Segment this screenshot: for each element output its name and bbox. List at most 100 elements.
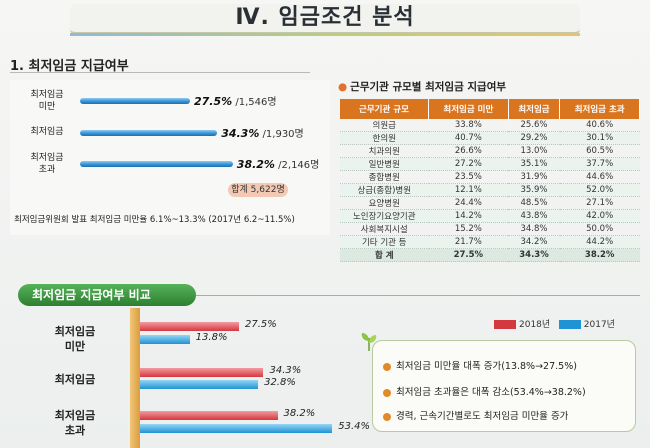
rate-cell: 42.0%	[559, 209, 640, 223]
rate-cell: 21.7%	[428, 235, 509, 249]
finding-item: 경력, 근속기간별로도 최저임금 미만율 증가	[383, 408, 568, 422]
rate-cell: 44.2%	[559, 235, 640, 249]
rate-cell: 13.0%	[508, 144, 560, 158]
title-stripe	[70, 33, 580, 36]
rate-cell: 33.8%	[428, 119, 509, 132]
rate-cell: 27.1%	[559, 196, 640, 210]
table-row: 노인장기요양기관 14.2% 43.8% 42.0%	[340, 209, 640, 223]
cmp-bar-2017-2	[140, 424, 333, 433]
chart1-percent-equal: 34.3%	[221, 127, 260, 140]
finding-text: 최저임금 초과율은 대폭 감소(53.4%→38.2%)	[396, 387, 586, 398]
rate-cell: 30.1%	[559, 131, 640, 145]
findings-box: 최저임금 미만율 대폭 증가(13.8%→27.5%) 최저임금 초과율은 대폭…	[372, 340, 636, 432]
rate-cell: 12.1%	[428, 183, 509, 197]
institution-cell: 치과의원	[340, 144, 429, 158]
bullet-dot-icon	[383, 412, 391, 421]
total-label-cell: 합 계	[340, 248, 429, 262]
chart1-label-above: 최저임금 초과	[30, 153, 64, 175]
cmp-value-2018-0: 27.5%	[245, 319, 277, 330]
chart1-bar-equal	[80, 130, 218, 136]
section3-heading: 최저임금 지급여부 비교	[18, 284, 196, 306]
chart1-value-below: 27.5% /1,546명	[194, 93, 277, 108]
institution-cell: 의원급	[340, 119, 429, 132]
total-badge: 합계 5,622명	[228, 183, 288, 197]
cmp-label-equal: 최저임금	[54, 373, 96, 386]
chart1-label-below: 최저임금 미만	[30, 90, 64, 112]
cmp-label-below: 최저임금 미만	[54, 325, 96, 353]
chart1-count-above: /2,146명	[278, 160, 320, 171]
legend-swatch-2017	[558, 320, 581, 329]
comparison-legend: 2018년 2017년	[494, 317, 615, 330]
institution-cell: 사회복지시설	[340, 222, 429, 236]
rate-cell: 35.1%	[508, 157, 560, 171]
total-rate-cell: 34.3%	[508, 248, 560, 262]
rate-cell: 25.6%	[508, 119, 560, 132]
section2-heading: ● 근무기관 규모별 최저임금 지급여부	[338, 79, 506, 94]
institution-cell: 기타 기관 등	[340, 235, 429, 249]
rate-cell: 34.8%	[508, 222, 560, 236]
rate-cell: 48.5%	[508, 196, 560, 210]
table-total-row: 합 계 27.5% 34.3% 38.2%	[340, 248, 640, 262]
table-row: 상급(종합)병원 12.1% 35.9% 52.0%	[340, 183, 640, 197]
rate-cell: 52.0%	[559, 183, 640, 197]
rate-cell: 29.2%	[508, 131, 560, 145]
table-header: 최저임금 초과	[559, 99, 640, 119]
cmp-bar-2017-1	[140, 380, 259, 389]
section2-heading-text: 근무기관 규모별 최저임금 지급여부	[350, 81, 507, 93]
cmp-bar-2018-2	[140, 411, 278, 420]
cmp-bar-2018-1	[140, 368, 264, 377]
institution-cell: 일반병원	[340, 157, 429, 171]
bullet-dot-icon	[383, 362, 391, 371]
rate-cell: 31.9%	[508, 170, 560, 184]
wage-payment-chart: 최저임금 미만 27.5% /1,546명 최저임금 34.3% /1,930명 …	[10, 80, 330, 235]
rate-cell: 50.0%	[559, 222, 640, 236]
minimum-wage-note: 최저임금위원회 발표 최저임금 미만율 6.1%~13.3% (2017년 6.…	[14, 215, 295, 225]
cmp-value-2018-2: 38.2%	[283, 408, 316, 419]
table-row: 요양병원 24.4% 48.5% 27.1%	[340, 196, 640, 210]
rate-cell: 35.9%	[508, 183, 560, 197]
chart1-percent-below: 27.5%	[194, 95, 233, 108]
title-bar: Ⅳ. 임금조건 분석	[70, 4, 580, 35]
cmp-bar-2018-0	[140, 322, 239, 331]
institution-cell: 상급(종합)병원	[340, 183, 429, 197]
rate-cell: 24.4%	[428, 196, 509, 210]
legend-label-2018: 2018년	[519, 320, 551, 330]
rate-cell: 40.6%	[559, 119, 640, 132]
finding-item: 최저임금 미만율 대폭 증가(13.8%→27.5%)	[383, 358, 577, 372]
chart1-percent-above: 38.2%	[236, 158, 275, 171]
chart1-bar-above	[80, 161, 233, 167]
institution-cell: 노인장기요양기관	[340, 209, 429, 223]
cmp-value-2017-1: 32.8%	[264, 377, 296, 388]
institution-wage-table: 근무기관 규모 최저임금 미만 최저임금 최저임금 초과 의원급 33.8% 25.…	[340, 99, 640, 262]
comparison-axis	[130, 308, 140, 448]
finding-text: 최저임금 미만율 대폭 증가(13.8%→27.5%)	[396, 361, 577, 372]
legend-label-2017: 2017년	[583, 320, 615, 330]
section1-heading: 1. 최저임금 지급여부	[10, 59, 129, 74]
chart1-count-below: /1,546명	[235, 97, 277, 108]
rate-cell: 43.8%	[508, 209, 560, 223]
table-header: 최저임금	[508, 99, 561, 119]
legend-swatch-2018	[494, 320, 516, 329]
rate-cell: 15.2%	[428, 222, 509, 236]
chart1-value-equal: 34.3% /1,930명	[221, 125, 304, 140]
rate-cell: 26.6%	[428, 144, 509, 158]
table-header-row: 근무기관 규모 최저임금 미만 최저임금 최저임금 초과	[340, 99, 640, 119]
finding-text: 경력, 근속기간별로도 최저임금 미만율 증가	[396, 411, 569, 422]
cmp-bar-2017-0	[140, 335, 190, 344]
table-row: 치과의원 26.6% 13.0% 60.5%	[340, 144, 640, 158]
rate-cell: 40.7%	[428, 131, 509, 145]
section3-divider	[196, 295, 640, 296]
table-row: 일반병원 27.2% 35.1% 37.7%	[340, 157, 640, 171]
chart1-bar-below	[80, 98, 190, 104]
leaf-icon	[361, 333, 377, 351]
rate-cell: 34.2%	[508, 235, 560, 249]
table-header: 근무기관 규모	[340, 99, 429, 119]
total-rate-cell: 27.5%	[428, 248, 509, 262]
rate-cell: 23.5%	[428, 170, 509, 184]
cmp-value-2017-0: 13.8%	[195, 332, 228, 343]
rate-cell: 27.2%	[428, 157, 509, 171]
chart1-label-equal: 최저임금	[30, 127, 64, 137]
rate-cell: 37.7%	[559, 157, 640, 171]
comparison-chart: 최저임금 미만 최저임금 최저임금 초과 27.5% 13.8% 34.3% 32.8% 3…	[10, 308, 370, 448]
